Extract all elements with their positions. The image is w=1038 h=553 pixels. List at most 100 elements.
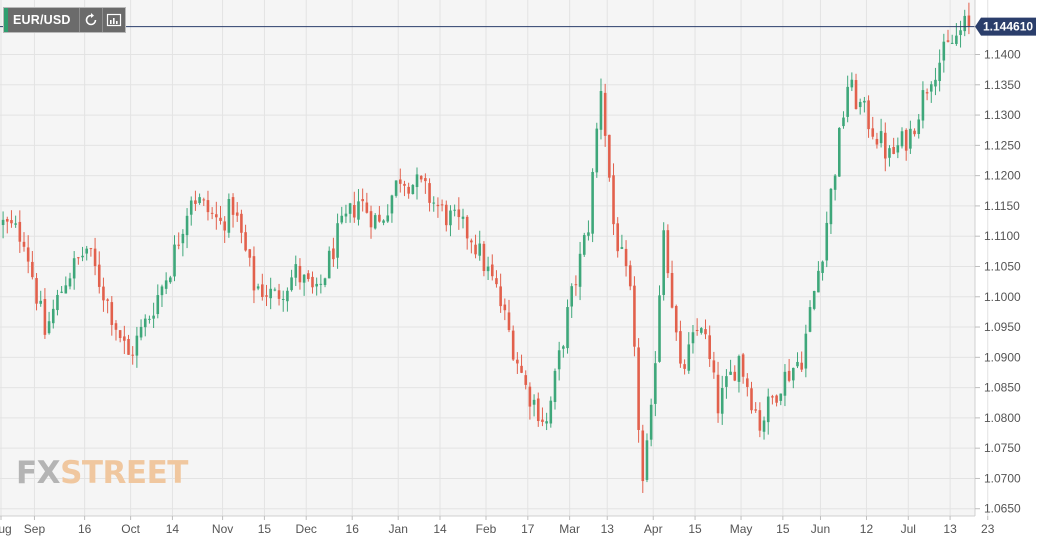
- candle-body: [570, 286, 574, 307]
- candle-body: [783, 371, 787, 396]
- x-tick-label: Feb: [476, 522, 497, 536]
- current-price-label: 1.144610: [975, 17, 1036, 36]
- candle-body: [687, 344, 691, 371]
- candle-body: [219, 217, 222, 221]
- candle-body: [766, 396, 770, 423]
- candle-body: [302, 274, 306, 283]
- candle-body: [549, 400, 553, 424]
- candle-body: [60, 291, 63, 293]
- candle-body: [704, 329, 707, 335]
- candle-body: [792, 367, 795, 381]
- candle-body: [616, 223, 619, 252]
- candle-body: [624, 248, 628, 267]
- candle-body: [81, 255, 84, 258]
- candle-body: [599, 91, 603, 130]
- candle-body: [541, 419, 544, 422]
- candle-body: [135, 335, 139, 356]
- y-tick-label: 1.0900: [984, 350, 1021, 364]
- candle-body: [775, 395, 778, 403]
- candle-body: [800, 362, 803, 370]
- candle-body: [131, 354, 134, 356]
- refresh-button[interactable]: [78, 8, 102, 32]
- candle-body: [311, 276, 314, 288]
- candle-body: [118, 330, 122, 339]
- candle-body: [164, 280, 168, 289]
- candle-body: [595, 128, 599, 173]
- candle-body: [754, 409, 757, 411]
- candle-body: [566, 307, 569, 349]
- candle-body: [608, 134, 611, 178]
- candle-body: [900, 131, 904, 147]
- candle-body: [720, 388, 724, 414]
- candle-body: [31, 261, 34, 278]
- candle-body: [637, 347, 640, 430]
- candle-body: [47, 321, 51, 334]
- candle-body: [26, 247, 30, 262]
- x-tick-label: Apr: [644, 522, 663, 536]
- candle-body: [633, 285, 636, 347]
- candle-body: [808, 307, 812, 332]
- y-tick-label: 1.1050: [984, 259, 1021, 273]
- candle-body: [591, 171, 594, 234]
- candle-body: [298, 265, 302, 283]
- candle-body: [169, 277, 172, 283]
- candle-body: [14, 223, 17, 225]
- candle-body: [516, 359, 519, 364]
- candle-body: [649, 404, 653, 440]
- candle-body: [114, 323, 118, 330]
- candle-body: [833, 175, 837, 190]
- x-tick-label: 15: [688, 522, 702, 536]
- candle-body: [394, 180, 398, 196]
- candle-body: [871, 128, 875, 137]
- candle-body: [817, 270, 820, 293]
- indicators-button[interactable]: [101, 8, 125, 32]
- candle-body: [574, 284, 578, 286]
- candle-body: [365, 202, 369, 213]
- candle-body: [955, 35, 958, 44]
- candle-body: [102, 286, 105, 301]
- candle-body: [319, 283, 323, 285]
- y-tick-label: 1.0650: [984, 502, 1021, 516]
- candle-body: [645, 440, 649, 480]
- candle-body: [758, 410, 762, 431]
- candle-body: [265, 295, 268, 297]
- candle-body: [215, 214, 218, 218]
- price-axis[interactable]: 1.0650 1.0700 1.0750 1.0800 1.0850 1.0900 1.09…: [975, 48, 1021, 516]
- symbol-label[interactable]: EUR/USD: [4, 8, 79, 32]
- candle-body: [762, 420, 766, 432]
- x-tick-label: Jan: [389, 522, 408, 536]
- candle-body: [838, 128, 841, 177]
- candle-body: [160, 286, 164, 296]
- candle-body: [691, 332, 695, 344]
- candle-body: [478, 243, 482, 256]
- candle-body: [553, 370, 557, 403]
- candle-body: [888, 148, 891, 158]
- candle-body: [22, 241, 26, 247]
- candle-body: [382, 220, 385, 223]
- candle-body: [700, 328, 703, 333]
- candle-body: [185, 215, 189, 236]
- candle-body: [432, 202, 436, 204]
- candle-body: [110, 302, 114, 325]
- candle-body: [373, 215, 377, 229]
- candle-body: [240, 213, 243, 233]
- candle-body: [93, 248, 97, 267]
- x-tick-label: 13: [601, 522, 615, 536]
- candle-body: [942, 41, 946, 61]
- candle-body: [708, 335, 711, 360]
- current-price-text: 1.144610: [983, 20, 1033, 34]
- x-tick-label: 16: [346, 522, 360, 536]
- fxstreet-logo: FXSTREET: [16, 458, 188, 489]
- time-axis[interactable]: Aug Sep 16 Oct 14 Nov 15 Dec 16 Jan 14 Feb 17 Mar 13 Ap…: [0, 516, 995, 536]
- candle-body: [424, 178, 427, 182]
- candle-body: [825, 222, 829, 261]
- candle-body: [290, 277, 293, 291]
- candle-body: [712, 360, 716, 373]
- current-price-tag: [975, 17, 1036, 36]
- candle-body: [407, 186, 410, 194]
- candle-body: [85, 248, 89, 254]
- candle-body: [177, 244, 180, 246]
- candle-body: [152, 315, 155, 319]
